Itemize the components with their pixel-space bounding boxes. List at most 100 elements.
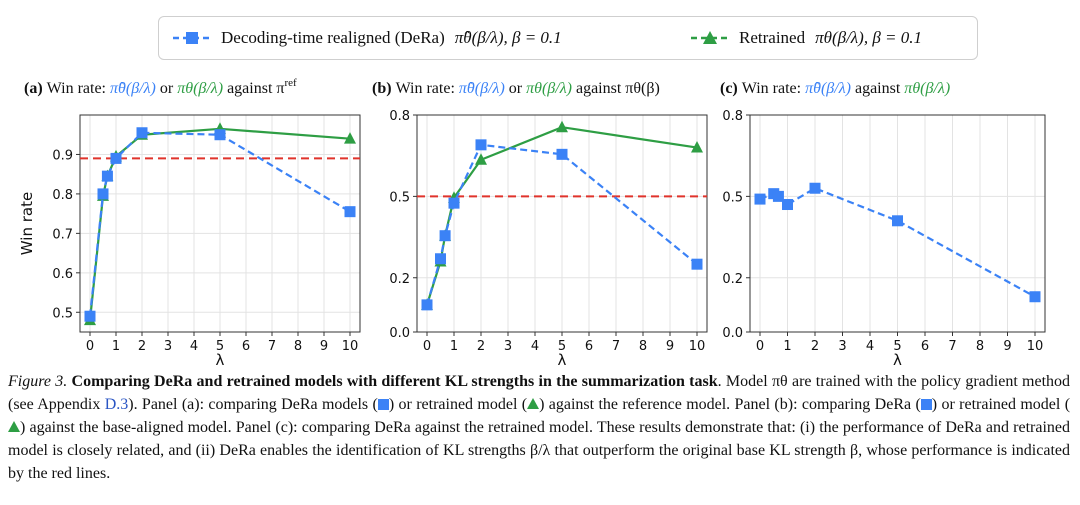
x-tick-label: 3 <box>838 339 846 354</box>
x-tick-label: 10 <box>342 339 359 354</box>
x-tick-label: 4 <box>531 339 539 354</box>
x-tick-label: 2 <box>138 339 146 354</box>
data-point-dera <box>448 197 460 209</box>
y-tick-label: 0.8 <box>389 109 410 124</box>
x-tick-label: 0 <box>86 339 94 354</box>
x-tick-label: 9 <box>320 339 328 354</box>
x-tick-label: 1 <box>783 339 791 354</box>
data-point-dera <box>475 139 487 151</box>
blue-square-icon <box>377 399 389 410</box>
x-tick-label: 2 <box>811 339 819 354</box>
y-tick-label: 0.8 <box>52 188 73 203</box>
x-tick-label: 5 <box>558 339 566 354</box>
data-point-dera <box>344 206 356 218</box>
y-tick-label: 0.2 <box>389 272 410 287</box>
data-point-dera <box>754 193 766 205</box>
x-tick-label: 0 <box>756 339 764 354</box>
data-point-dera <box>97 188 109 200</box>
data-point-retrained <box>344 132 356 144</box>
legend-item-dera: Decoding-time realigned (DeRa) π̂θ(β/λ),… <box>171 17 562 59</box>
x-tick-label: 6 <box>585 339 593 354</box>
y-tick-label: 0.6 <box>52 267 73 282</box>
y-tick-label: 0.5 <box>389 190 410 205</box>
data-point-dera <box>136 127 148 139</box>
x-tick-label: 5 <box>893 339 901 354</box>
blue-square-icon <box>920 399 932 410</box>
x-axis-label: λ <box>558 351 567 369</box>
data-point-dera <box>782 199 793 211</box>
data-point-dera <box>1029 291 1041 303</box>
data-point-retrained <box>691 141 703 153</box>
data-point-dera <box>691 258 703 270</box>
data-point-dera <box>84 310 96 322</box>
y-tick-label: 0.8 <box>722 109 743 124</box>
x-tick-label: 4 <box>190 339 198 354</box>
data-point-dera <box>556 148 568 160</box>
x-axis-label: λ <box>893 351 902 369</box>
x-tick-label: 6 <box>242 339 250 354</box>
legend: Decoding-time realigned (DeRa) π̂θ(β/λ),… <box>158 16 978 60</box>
x-tick-label: 7 <box>612 339 620 354</box>
data-point-retrained <box>475 153 487 165</box>
y-tick-label: 0.2 <box>722 272 743 287</box>
legend-dera-math: π̂θ(β/λ), β = 0.1 <box>454 28 562 47</box>
data-point-dera <box>101 170 113 182</box>
panel-c: 0 1 2 3 4 5 6 7 8 9 10 0.0 0.2 0.5 0.8 λ (c) Win rate: π… <box>720 80 1046 369</box>
data-point-dera <box>214 129 226 141</box>
y-tick-label: 0.0 <box>389 326 410 341</box>
panel-title: (c) Win rate: π̂θ(β/λ) against πθ(β/λ) <box>720 80 950 97</box>
data-point-dera <box>809 182 821 194</box>
x-tick-label: 5 <box>216 339 224 354</box>
x-tick-label: 7 <box>948 339 956 354</box>
x-tick-label: 0 <box>423 339 431 354</box>
panel-b: 0 1 2 3 4 5 6 7 8 9 10 0.0 0.2 0.5 0.8 λ (b) Win rate: π… <box>372 80 708 369</box>
x-tick-label: 8 <box>639 339 647 354</box>
appendix-link[interactable]: D.3 <box>104 396 129 413</box>
x-tick-label: 9 <box>1003 339 1011 354</box>
panel-a: 0 1 2 3 4 5 6 7 8 9 10 0.5 0.6 0.7 0.8 0.9 λ Win rate (a) … <box>18 77 361 369</box>
caption-text-4: ) against the reference model. Panel (b)… <box>539 396 921 413</box>
legend-retrained-label: Retrained <box>739 28 806 47</box>
figure-caption: Figure 3. Comparing DeRa and retrained m… <box>8 370 1070 485</box>
x-tick-label: 2 <box>477 339 485 354</box>
caption-text-1: . Model πθ are trained with the policy g… <box>8 373 1071 413</box>
x-tick-label: 8 <box>294 339 302 354</box>
legend-dera-label: Decoding-time realigned (DeRa) <box>221 28 445 47</box>
y-tick-label: 0.7 <box>52 227 73 242</box>
data-point-dera <box>435 253 446 265</box>
green-triangle-icon <box>8 421 20 432</box>
x-tick-label: 3 <box>504 339 512 354</box>
panel-title: (a) Win rate: π̂θ(β/λ) or πθ(β/λ) agains… <box>24 77 297 97</box>
legend-blue-marker-icon <box>173 32 211 44</box>
x-tick-label: 10 <box>1027 339 1044 354</box>
y-tick-label: 0.9 <box>52 148 73 163</box>
legend-item-retrained: Retrained πθ(β/λ), β = 0.1 <box>689 17 922 59</box>
x-tick-label: 1 <box>450 339 458 354</box>
x-axis-label: λ <box>216 351 225 369</box>
x-tick-label: 9 <box>666 339 674 354</box>
caption-figure-label: Figure 3. <box>8 373 68 390</box>
panel-title: (b) Win rate: π̂θ(β/λ) or πθ(β/λ) agains… <box>372 80 660 97</box>
x-tick-label: 1 <box>112 339 120 354</box>
data-point-retrained <box>556 120 568 133</box>
data-point-dera <box>439 230 451 242</box>
x-tick-label: 4 <box>866 339 874 354</box>
caption-text-3: ) or retrained model ( <box>388 396 528 413</box>
legend-retrained-math: πθ(β/λ), β = 0.1 <box>815 28 923 47</box>
x-tick-label: 7 <box>268 339 276 354</box>
y-tick-label: 0.5 <box>722 190 743 205</box>
y-axis-label: Win rate <box>18 192 36 255</box>
legend-green-marker-icon <box>691 31 729 44</box>
caption-bold-title: Comparing DeRa and retrained models with… <box>71 373 718 390</box>
data-point-dera <box>772 190 784 202</box>
x-tick-label: 3 <box>164 339 172 354</box>
y-tick-label: 0.5 <box>52 306 73 321</box>
x-tick-label: 6 <box>921 339 929 354</box>
caption-text-2: ). Panel (a): comparing DeRa models ( <box>128 396 378 413</box>
data-point-dera <box>892 215 903 227</box>
x-tick-label: 8 <box>976 339 984 354</box>
data-point-dera <box>110 152 122 164</box>
x-tick-label: 10 <box>689 339 706 354</box>
data-point-dera <box>421 299 433 311</box>
